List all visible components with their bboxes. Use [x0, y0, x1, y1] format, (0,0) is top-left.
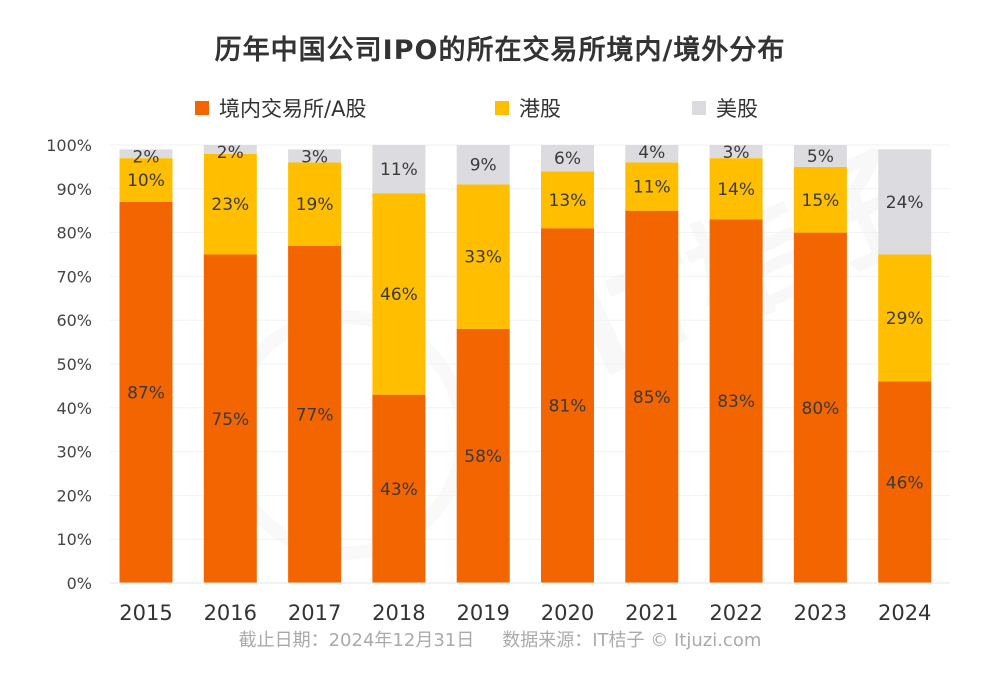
- bar-value-label: 2%: [217, 143, 244, 163]
- bar-segment: [456, 184, 510, 329]
- bar-value-label: 46%: [380, 285, 418, 305]
- bar-value-label: 58%: [464, 447, 502, 467]
- bar-segment: [625, 162, 679, 211]
- x-tick-label: 2015: [119, 601, 172, 625]
- y-tick-label: 10%: [56, 530, 92, 549]
- bar-segment: [625, 210, 679, 583]
- bar-segment: [203, 145, 257, 154]
- bar-segment: [793, 166, 847, 233]
- bar-segment: [372, 394, 426, 583]
- y-axis: 0% 10% 20% 30% 40% 50% 60% 70% 80% 90% 100%: [46, 136, 92, 593]
- bar-value-label: 6%: [554, 149, 581, 169]
- bar-value-label: 10%: [127, 171, 165, 191]
- bar-segment: [288, 162, 342, 246]
- x-tick-label: 2018: [372, 601, 425, 625]
- y-tick-label: 20%: [56, 486, 92, 505]
- x-tick-label: 2024: [878, 601, 931, 625]
- bar-value-label: 2%: [133, 147, 160, 167]
- bars: 87% 10% 2% 75% 23% 2% 77% 19% 3% 43% 46% 11% 58% 33% 9…: [119, 143, 932, 584]
- bar-segment: [878, 254, 932, 382]
- bar-value-label: 3%: [723, 143, 750, 163]
- y-tick-label: 80%: [56, 224, 92, 243]
- bar-segment: [288, 245, 342, 584]
- bar-segment: [372, 193, 426, 395]
- x-tick-label: 2022: [709, 601, 762, 625]
- y-tick-label: 30%: [56, 443, 92, 462]
- bar-segment: [709, 158, 763, 220]
- bar-segment: [119, 149, 173, 159]
- bar-value-label: 23%: [211, 195, 249, 215]
- bar-value-label: 9%: [470, 156, 497, 176]
- footnote-date: 截止日期：2024年12月31日: [238, 630, 475, 651]
- legend-swatch-us: [692, 101, 706, 115]
- legend-item-us: 美股: [692, 93, 758, 123]
- bar-value-label: 13%: [549, 191, 587, 211]
- watermark-logo-icon: [220, 310, 470, 560]
- bar-value-label: 85%: [633, 388, 671, 408]
- bar-segment: [203, 153, 257, 255]
- x-tick-label: 2023: [794, 601, 847, 625]
- y-tick-label: 70%: [56, 267, 92, 286]
- bar-segment: [456, 328, 510, 583]
- y-tick-label: 0%: [67, 574, 92, 593]
- legend-label-hk: 港股: [519, 97, 561, 121]
- bar-segment: [541, 171, 594, 229]
- bar-value-label: 29%: [886, 309, 924, 329]
- legend-label-domestic: 境内交易所/A股: [219, 97, 367, 121]
- legend-label-us: 美股: [716, 97, 758, 121]
- bar-value-label: 4%: [638, 143, 665, 163]
- bar-value-label: 46%: [886, 473, 924, 493]
- x-tick-label: 2016: [204, 601, 257, 625]
- bar-value-label: 77%: [296, 405, 334, 425]
- footnote: 截止日期：2024年12月31日 数据来源：IT桔子 © Itjuzi.com: [0, 626, 1000, 652]
- bar-value-label: 87%: [127, 383, 165, 403]
- legend-item-hk: 港股: [495, 93, 561, 123]
- bar-segment: [203, 254, 257, 583]
- bar-segment: [456, 145, 510, 185]
- bar-segment: [878, 381, 932, 583]
- bar-value-label: 5%: [807, 147, 834, 167]
- bar-segment: [878, 149, 932, 255]
- x-tick-label: 2021: [625, 601, 678, 625]
- bar-segment: [709, 145, 763, 159]
- bar-value-label: 19%: [296, 195, 334, 215]
- bar-segment: [793, 145, 847, 167]
- y-tick-label: 40%: [56, 399, 92, 418]
- x-axis: 2015 2016 2017 2018 2019 2020 2021 2022 2023 2024: [110, 582, 950, 625]
- bar-value-label: 33%: [464, 248, 502, 268]
- bar-segment: [625, 145, 679, 163]
- legend-swatch-domestic: [195, 101, 209, 115]
- bar-segment: [119, 201, 173, 583]
- bar-segment: [541, 145, 594, 172]
- footnote-source: 数据来源：IT桔子 © Itjuzi.com: [502, 630, 762, 651]
- x-tick-label: 2020: [541, 601, 594, 625]
- bar-segment: [793, 232, 847, 583]
- x-tick-label: 2019: [456, 601, 509, 625]
- bar-value-label: 3%: [301, 147, 328, 167]
- bar-segment: [119, 158, 173, 202]
- bar-value-label: 24%: [886, 193, 924, 213]
- x-tick-label: 2017: [288, 601, 341, 625]
- bar-value-label: 43%: [380, 480, 418, 500]
- chart-title: 历年中国公司IPO的所在交易所境内/境外分布: [214, 35, 786, 66]
- bar-value-label: 81%: [549, 397, 587, 417]
- bar-value-label: 80%: [802, 399, 840, 419]
- bar-value-label: 11%: [380, 160, 418, 180]
- bar-segment: [541, 228, 594, 583]
- bar-value-label: 75%: [211, 410, 249, 430]
- bar-segment: [709, 219, 763, 583]
- y-tick-label: 90%: [56, 180, 92, 199]
- legend-swatch-hk: [495, 101, 509, 115]
- bar-value-label: 14%: [717, 180, 755, 200]
- legend-item-domestic: 境内交易所/A股: [195, 93, 366, 123]
- bar-value-label: 15%: [802, 191, 840, 211]
- y-tick-label: 50%: [56, 355, 92, 374]
- bar-segment: [288, 149, 342, 163]
- bar-value-label: 11%: [633, 178, 671, 198]
- bar-segment: [372, 145, 426, 194]
- y-tick-label: 60%: [56, 311, 92, 330]
- bar-value-label: 83%: [717, 392, 755, 412]
- y-tick-label: 100%: [46, 136, 92, 155]
